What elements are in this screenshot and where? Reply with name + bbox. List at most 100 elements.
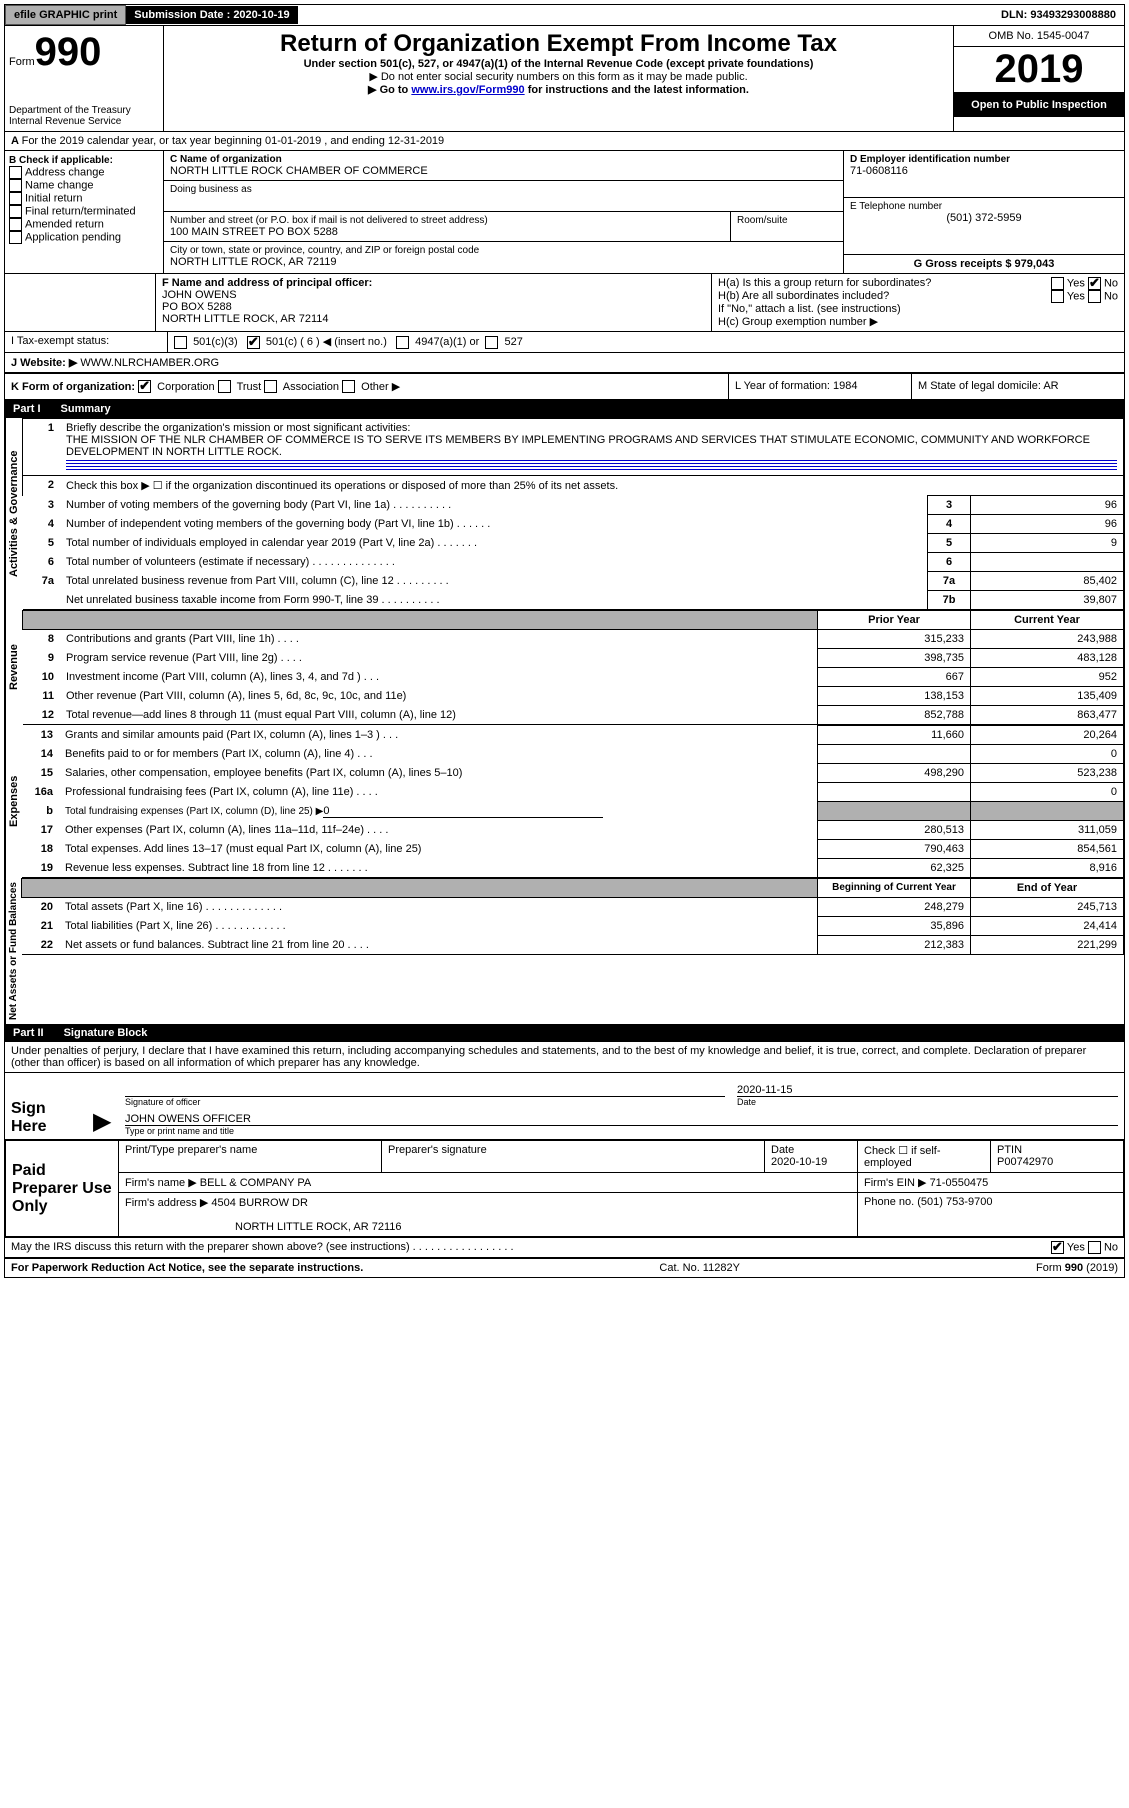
l16b-val: 0 bbox=[323, 805, 603, 818]
p19: 62,325 bbox=[818, 859, 971, 878]
hb-yes-label: Yes bbox=[1067, 290, 1085, 302]
may-no-label: No bbox=[1104, 1242, 1118, 1254]
firm-ein-label: Firm's EIN ▶ bbox=[864, 1177, 927, 1189]
opt-4947: 4947(a)(1) or bbox=[415, 336, 479, 348]
ha-yes[interactable] bbox=[1051, 277, 1064, 290]
chk-final-return[interactable]: Final return/terminated bbox=[9, 205, 159, 218]
hdr-cur: Current Year bbox=[971, 611, 1124, 630]
chk-name-change[interactable]: Name change bbox=[9, 179, 159, 192]
c14: 0 bbox=[971, 745, 1124, 764]
form-subtitle: Under section 501(c), 527, or 4947(a)(1)… bbox=[168, 58, 949, 70]
nab-section: Net Assets or Fund Balances Beginning of… bbox=[5, 878, 1124, 1024]
p11: 138,153 bbox=[818, 687, 971, 706]
c8: 243,988 bbox=[971, 630, 1124, 649]
firm-ein: 71-0550475 bbox=[930, 1177, 989, 1189]
may-irs-yes[interactable] bbox=[1051, 1241, 1064, 1254]
box-b-title: B Check if applicable: bbox=[9, 155, 159, 166]
footer-left: For Paperwork Reduction Act Notice, see … bbox=[11, 1262, 363, 1274]
officer-addr1: PO BOX 5288 bbox=[162, 301, 705, 313]
l14: Benefits paid to or for members (Part IX… bbox=[59, 745, 818, 764]
chk-527[interactable] bbox=[485, 336, 498, 349]
opt-amend: Amended return bbox=[25, 218, 104, 230]
p17: 280,513 bbox=[818, 821, 971, 840]
city-state-zip: NORTH LITTLE ROCK, AR 72119 bbox=[170, 256, 837, 268]
sig-date-val: 2020-11-15 bbox=[737, 1084, 1118, 1096]
chk-address-change[interactable]: Address change bbox=[9, 166, 159, 179]
firm-name-label: Firm's name ▶ bbox=[125, 1177, 197, 1189]
c13: 20,264 bbox=[971, 726, 1124, 745]
part2-title: Signature Block bbox=[64, 1027, 148, 1039]
hb-no[interactable] bbox=[1088, 290, 1101, 303]
room-label: Room/suite bbox=[737, 215, 837, 226]
type-print-label: Type or print name and title bbox=[125, 1125, 1118, 1136]
l13: Grants and similar amounts paid (Part IX… bbox=[59, 726, 818, 745]
form-number: Form990 bbox=[9, 30, 159, 75]
hb-no-label: No bbox=[1104, 290, 1118, 302]
p15: 498,290 bbox=[818, 764, 971, 783]
c16a: 0 bbox=[971, 783, 1124, 802]
chk-corp[interactable] bbox=[138, 380, 151, 393]
klm-block: K Form of organization: Corporation Trus… bbox=[5, 374, 1124, 401]
hb-yes[interactable] bbox=[1051, 290, 1064, 303]
chk-501c3[interactable] bbox=[174, 336, 187, 349]
hc-label: H(c) Group exemption number ▶ bbox=[718, 315, 1118, 328]
officer-addr2: NORTH LITTLE ROCK, AR 72114 bbox=[162, 313, 705, 325]
sig-name-title: JOHN OWENS OFFICER bbox=[125, 1113, 1118, 1125]
form-note1: ▶ Do not enter social security numbers o… bbox=[168, 70, 949, 83]
p20: 248,279 bbox=[818, 898, 971, 917]
sig-officer-line: Signature of officer bbox=[125, 1096, 725, 1107]
street-address: 100 MAIN STREET PO BOX 5288 bbox=[170, 226, 724, 238]
footer-right: Form 990 (2019) bbox=[1036, 1262, 1118, 1274]
paid-preparer-label: Paid Preparer Use Only bbox=[6, 1141, 119, 1237]
efile-print-btn[interactable]: efile GRAPHIC print bbox=[5, 5, 126, 25]
p18: 790,463 bbox=[818, 840, 971, 859]
box-h: H(a) Is this a group return for subordin… bbox=[712, 274, 1124, 332]
chk-app-pending[interactable]: Application pending bbox=[9, 231, 159, 244]
chk-initial-return[interactable]: Initial return bbox=[9, 192, 159, 205]
ha-no-label: No bbox=[1104, 277, 1118, 289]
vlabel-ag: Activities & Governance bbox=[5, 418, 22, 610]
c19: 8,916 bbox=[971, 859, 1124, 878]
chk-501c[interactable] bbox=[247, 336, 260, 349]
box-b: B Check if applicable: Address change Na… bbox=[5, 151, 164, 274]
v7a: 85,402 bbox=[971, 572, 1124, 591]
ha-label: H(a) Is this a group return for subordin… bbox=[718, 277, 1051, 290]
chk-4947[interactable] bbox=[396, 336, 409, 349]
chk-assoc[interactable] bbox=[264, 380, 277, 393]
p21: 35,896 bbox=[818, 917, 971, 936]
l6-text: Total number of volunteers (estimate if … bbox=[60, 553, 928, 572]
line-a-text: For the 2019 calendar year, or tax year … bbox=[22, 135, 445, 147]
note2-post: for instructions and the latest informat… bbox=[525, 84, 749, 96]
l7b-text: Net unrelated business taxable income fr… bbox=[60, 591, 928, 610]
v5: 9 bbox=[971, 534, 1124, 553]
dba-label: Doing business as bbox=[170, 184, 837, 195]
l15: Salaries, other compensation, employee b… bbox=[59, 764, 818, 783]
year-formation: L Year of formation: 1984 bbox=[729, 374, 912, 400]
l10: Investment income (Part VIII, column (A)… bbox=[60, 668, 818, 687]
hb-note: If "No," attach a list. (see instruction… bbox=[718, 303, 1118, 315]
box-deg: D Employer identification number 71-0608… bbox=[843, 151, 1124, 274]
city-label: City or town, state or province, country… bbox=[170, 245, 837, 256]
hdr-beg: Beginning of Current Year bbox=[818, 879, 971, 898]
c10: 952 bbox=[971, 668, 1124, 687]
box-j: J Website: ▶ WWW.NLRCHAMBER.ORG bbox=[5, 353, 1124, 374]
ha-no[interactable] bbox=[1088, 277, 1101, 290]
mission-text: THE MISSION OF THE NLR CHAMBER OF COMMER… bbox=[66, 434, 1090, 458]
p8: 315,233 bbox=[818, 630, 971, 649]
firm-addr1: 4504 BURROW DR bbox=[211, 1197, 308, 1209]
irs-link[interactable]: www.irs.gov/Form990 bbox=[411, 84, 524, 96]
part1-header: Part I Summary bbox=[5, 400, 1124, 418]
may-irs-no[interactable] bbox=[1088, 1241, 1101, 1254]
chk-trust[interactable] bbox=[218, 380, 231, 393]
l21: Total liabilities (Part X, line 26) . . … bbox=[59, 917, 818, 936]
l7a-text: Total unrelated business revenue from Pa… bbox=[60, 572, 928, 591]
addr-label: Number and street (or P.O. box if mail i… bbox=[170, 215, 724, 226]
vlabel-rev: Revenue bbox=[5, 610, 22, 725]
c11: 135,409 bbox=[971, 687, 1124, 706]
part1-num: Part I bbox=[13, 403, 41, 415]
chk-amended[interactable]: Amended return bbox=[9, 218, 159, 231]
opt-init: Initial return bbox=[25, 192, 82, 204]
prep-date-label: Date bbox=[771, 1144, 794, 1156]
chk-other[interactable] bbox=[342, 380, 355, 393]
c9: 483,128 bbox=[971, 649, 1124, 668]
